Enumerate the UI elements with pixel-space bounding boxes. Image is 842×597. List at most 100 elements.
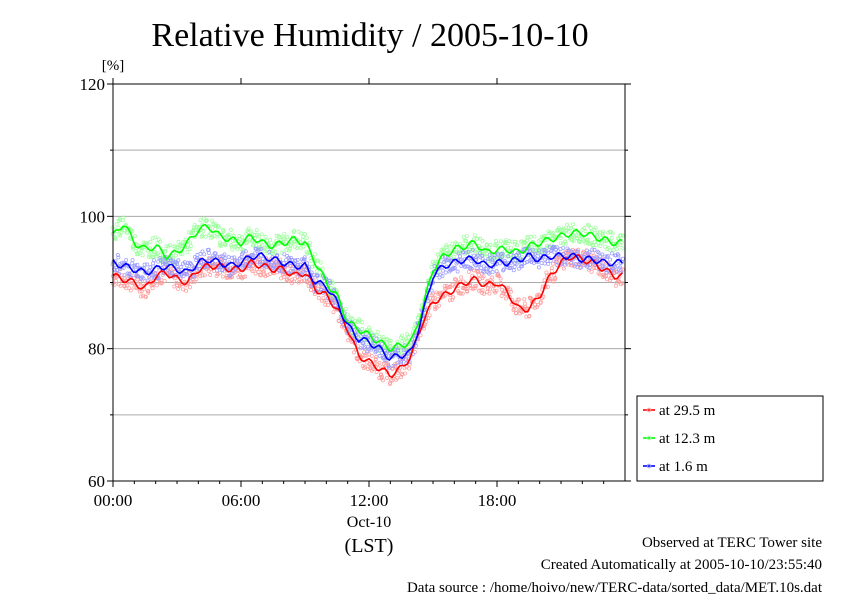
scatter-point	[461, 250, 466, 255]
scatter-point	[164, 262, 169, 267]
scatter-point	[114, 222, 119, 227]
scatter-point	[519, 262, 524, 267]
scatter-point	[487, 283, 492, 288]
scatter-point	[377, 334, 382, 339]
scatter-point	[480, 238, 485, 243]
legend-box	[636, 395, 824, 482]
scatter-point	[527, 259, 532, 263]
scatter-point	[557, 227, 562, 232]
scatter-point	[533, 251, 537, 256]
scatter-point	[238, 273, 242, 278]
scatter-point	[139, 294, 143, 299]
scatter-point	[396, 348, 401, 353]
scatter-point	[232, 259, 237, 264]
scatter-point	[213, 226, 217, 231]
scatter-point	[375, 330, 380, 335]
scatter-point	[573, 261, 578, 266]
scatter-point	[292, 228, 297, 233]
scatter-point	[480, 253, 485, 258]
scatter-point	[204, 218, 209, 223]
scatter-point	[406, 335, 411, 340]
scatter-point	[576, 250, 580, 254]
scatter-point	[388, 380, 393, 385]
scatter-point	[464, 239, 468, 243]
scatter-point	[283, 239, 288, 244]
scatter-point	[153, 235, 158, 240]
scatter-point	[160, 259, 165, 264]
scatter-point	[532, 297, 536, 302]
scatter-point	[380, 342, 385, 346]
scatter-point	[476, 273, 481, 277]
scatter-point	[140, 253, 145, 258]
scatter-point	[440, 273, 445, 278]
scatter-point	[450, 282, 455, 287]
scatter-point	[490, 270, 495, 275]
scatter-point	[232, 255, 237, 260]
x-axis-date-label: Oct-10	[347, 514, 391, 531]
scatter-point	[450, 241, 455, 246]
scatter-point	[360, 341, 365, 346]
scatter-point	[246, 230, 251, 234]
scatter-point	[256, 234, 261, 239]
scatter-point	[316, 295, 321, 300]
scatter-point	[510, 300, 515, 305]
scatter-point	[474, 257, 479, 262]
scatter-point	[143, 295, 148, 299]
scatter-point	[177, 247, 182, 252]
scatter-point	[258, 259, 263, 264]
scatter-point	[217, 243, 222, 248]
scatter-point	[553, 276, 558, 280]
scatter-point	[227, 234, 231, 239]
scatter-point	[147, 275, 152, 280]
scatter-point	[558, 235, 563, 240]
scatter-point	[292, 276, 297, 281]
scatter-point	[619, 233, 624, 238]
scatter-point	[137, 251, 142, 256]
scatter-point	[218, 256, 223, 261]
scatter-point	[164, 244, 169, 249]
scatter-point	[579, 265, 584, 270]
scatter-point	[544, 270, 549, 275]
scatter-point	[385, 375, 389, 380]
scatter-point	[516, 307, 521, 312]
scatter-point	[598, 244, 603, 249]
scatter-point	[133, 248, 138, 253]
scatter-point	[180, 252, 185, 257]
scatter-point	[113, 279, 118, 283]
scatter-point	[184, 288, 189, 293]
scatter-point	[611, 248, 616, 252]
scatter-point	[353, 319, 358, 324]
scatter-point	[269, 261, 274, 265]
scatter-point	[293, 258, 298, 263]
scatter-point	[586, 223, 591, 228]
scatter-point	[246, 226, 251, 231]
scatter-point	[275, 253, 280, 257]
scatter-point	[550, 236, 555, 241]
scatter-point	[466, 249, 471, 254]
scatter-point	[148, 239, 153, 244]
scatter-point	[286, 278, 291, 283]
scatter-point	[158, 256, 163, 260]
scatter-point	[561, 226, 566, 231]
scatter-point	[552, 250, 557, 255]
scatter-point	[274, 259, 278, 264]
scatter-point	[610, 231, 615, 236]
scatter-point	[207, 251, 211, 256]
scatter-point	[461, 279, 466, 284]
scatter-point	[536, 265, 541, 270]
scatter-point	[508, 289, 513, 294]
scatter-point	[535, 304, 540, 309]
scatter-point	[469, 266, 474, 271]
scatter-point	[221, 227, 226, 232]
scatter-point	[223, 256, 228, 261]
scatter-point	[208, 232, 213, 236]
scatter-point	[459, 257, 463, 262]
scatter-point	[542, 278, 547, 283]
scatter-point	[196, 266, 201, 271]
scatter-point	[563, 229, 568, 234]
scatter-point	[285, 235, 290, 240]
scatter-point	[130, 229, 135, 234]
scatter-point	[254, 267, 259, 272]
scatter-point	[300, 279, 305, 284]
scatter-point	[506, 254, 511, 259]
